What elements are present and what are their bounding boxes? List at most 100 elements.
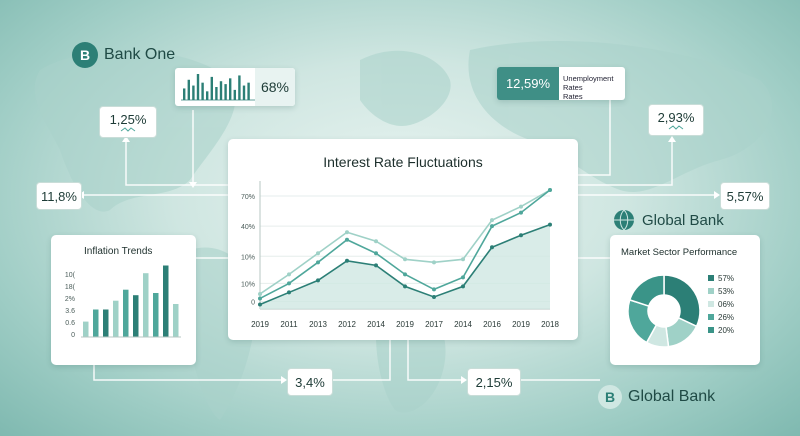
y-tick-label: 0 <box>251 299 255 306</box>
data-point <box>316 251 320 256</box>
sparkline-percent: 68% <box>255 68 295 106</box>
x-tick-label: 2013 <box>309 320 327 329</box>
market-sector-donut-chart: 57% 53% 06% 26% 20% <box>627 274 734 348</box>
inflation-bar <box>143 273 149 337</box>
global-bank-brand-1[interactable]: Global Bank <box>612 208 724 232</box>
y-tick-label: 18( <box>65 284 76 291</box>
y-tick-label: 3.6 <box>65 308 75 315</box>
global-bank-name-1: Global Bank <box>642 211 724 229</box>
x-tick-label: 2016 <box>483 320 501 329</box>
wave-icon <box>120 127 136 132</box>
data-point <box>461 275 465 280</box>
y-tick-label: 0.6 <box>65 320 75 327</box>
data-point <box>519 210 523 215</box>
data-point <box>374 251 378 256</box>
data-point <box>374 239 378 244</box>
data-point <box>548 222 552 227</box>
y-tick-label: 0 <box>71 332 75 339</box>
inflation-trends-title: Inflation Trends <box>84 246 153 257</box>
legend-label: 26% <box>718 313 734 322</box>
unemployment-badge[interactable]: 12,59% Unemployment Rates Rates <box>497 67 625 101</box>
sparkline-bar <box>233 89 236 100</box>
sparkline-bar <box>196 74 200 100</box>
x-tick-label: 2012 <box>338 320 356 329</box>
bottom-rate-badge-2[interactable]: 2,15% <box>467 368 521 396</box>
sparkline-bar <box>201 82 204 100</box>
data-point <box>403 257 407 262</box>
x-tick-label: 2014 <box>454 320 472 329</box>
donut-slice <box>663 274 701 328</box>
data-point <box>490 224 494 229</box>
legend-label: 57% <box>718 274 734 283</box>
unemployment-value: 12,59% <box>497 67 559 100</box>
sparkline-bar <box>206 91 209 100</box>
global-bank-logo-icon: B <box>598 385 622 409</box>
y-tick-label: 70% <box>241 194 255 201</box>
data-point <box>316 278 320 283</box>
x-tick-label: 2019 <box>251 320 269 329</box>
sparkline-bar <box>238 75 241 100</box>
sparkline-badge[interactable]: 68% <box>175 68 295 106</box>
sparkline-bar <box>183 88 186 100</box>
inflation-bar <box>123 289 129 337</box>
y-tick-label: 10% <box>241 254 255 261</box>
interest-rate-line-chart: 0 10% 10% 40% 70% 2019 2011 2013 2012 2014 2019 201… <box>241 181 559 329</box>
data-point <box>258 296 262 301</box>
globe-icon <box>614 209 634 231</box>
bank-one-brand[interactable]: B Bank One <box>72 42 175 68</box>
data-point <box>374 263 378 268</box>
unemployment-label-line-2: Rates <box>563 92 583 101</box>
top-left-rate-badge[interactable]: 1,25% <box>99 106 157 138</box>
data-point <box>432 287 436 292</box>
data-point <box>287 290 291 295</box>
data-point <box>490 218 494 223</box>
global-bank-brand-2[interactable]: B Global Bank <box>598 385 715 409</box>
mid-right-rate-badge[interactable]: 5,57% <box>720 182 770 210</box>
data-point <box>287 272 291 277</box>
legend-swatch <box>708 327 714 333</box>
y-tick-label: 2% <box>65 296 75 303</box>
x-tick-label: 2019 <box>396 320 414 329</box>
inflation-bar <box>173 304 179 337</box>
data-point <box>519 204 523 209</box>
legend-label: 53% <box>718 287 734 296</box>
legend-swatch <box>708 314 714 320</box>
y-tick-label: 10% <box>241 281 255 288</box>
legend-swatch <box>708 275 714 281</box>
interest-rate-chart-card[interactable]: Interest Rate Fluctuations 0 10% 10% 40% 70%… <box>228 139 578 340</box>
x-tick-label: 2017 <box>425 320 443 329</box>
data-point <box>345 258 349 263</box>
wave-icon <box>668 125 684 130</box>
inflation-bar <box>113 300 119 337</box>
market-sector-card[interactable]: Market Sector Performance 57% 53% 06% 26% 20… <box>610 235 760 365</box>
bottom-rate-badge-1[interactable]: 3,4% <box>287 368 333 396</box>
sparkline-bar <box>187 79 190 100</box>
sparkline-bar <box>242 85 246 100</box>
x-tick-label: 2011 <box>280 320 298 329</box>
global-bank-name-2: Global Bank <box>628 388 716 405</box>
inflation-bar <box>103 309 109 337</box>
top-left-rate-value: 1,25% <box>109 112 147 127</box>
data-point <box>461 257 465 262</box>
donut-slice <box>628 274 665 308</box>
area-fill <box>260 224 550 309</box>
legend-swatch <box>708 288 714 294</box>
legend-swatch <box>708 301 714 307</box>
sparkline-bar <box>210 76 213 100</box>
mid-left-rate-badge[interactable]: 11,8% <box>36 182 82 210</box>
legend-label: 20% <box>718 326 734 335</box>
data-point <box>345 230 349 235</box>
data-point <box>432 260 436 265</box>
y-tick-label: 10( <box>65 272 76 279</box>
data-point <box>519 233 523 238</box>
sparkline-bar <box>229 78 232 100</box>
top-right-rate-badge[interactable]: 2,93% <box>648 104 704 136</box>
bank-one-logo-icon: B <box>72 42 98 68</box>
data-point <box>345 237 349 242</box>
inflation-trends-card[interactable]: Inflation Trends 10( 18( 2% 3.6 0.6 0 <box>51 235 196 365</box>
data-point <box>258 302 262 307</box>
top-right-rate-value: 2,93% <box>657 110 695 125</box>
x-tick-label: 2019 <box>512 320 530 329</box>
data-point <box>316 260 320 265</box>
